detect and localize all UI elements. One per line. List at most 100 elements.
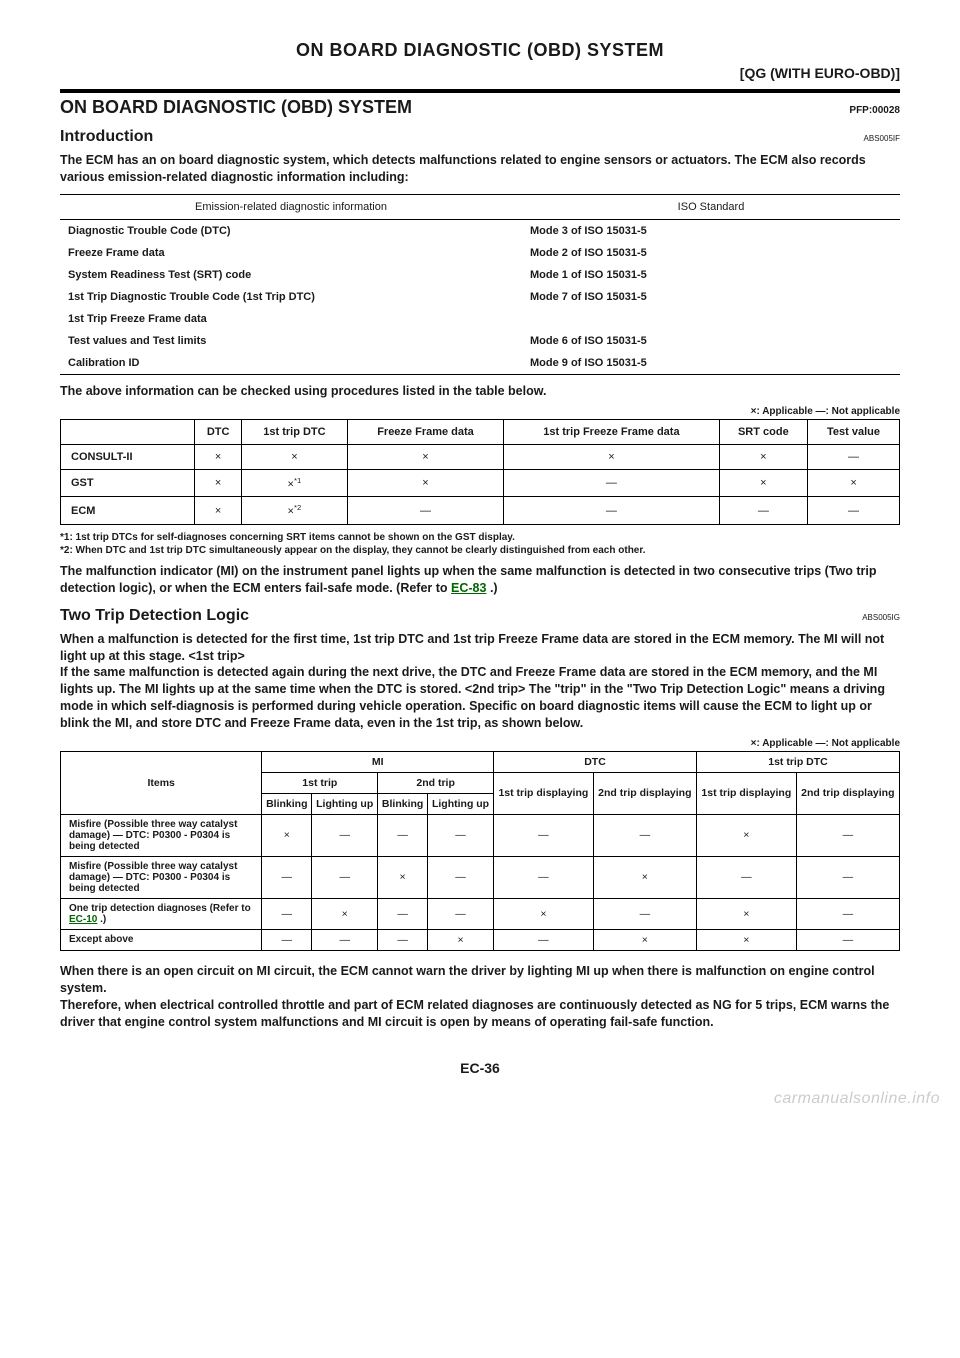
table3-cell: —: [428, 898, 494, 929]
table1-cell: System Readiness Test (SRT) code: [60, 264, 522, 286]
table3-cell: ×: [696, 898, 796, 929]
table3-cell: ×: [312, 898, 378, 929]
t3-1sttrip-header: 1st trip: [262, 772, 378, 793]
table2-cell: ×: [347, 444, 503, 469]
table1-cell: 1st Trip Diagnostic Trouble Code (1st Tr…: [60, 286, 522, 308]
table3-cell: —: [378, 929, 428, 950]
table1-cell: Mode 7 of ISO 15031-5: [522, 286, 900, 308]
section-title-row: ON BOARD DIAGNOSTIC (OBD) SYSTEM PFP:000…: [60, 97, 900, 118]
table3-cell: —: [428, 814, 494, 856]
table3-cell: ×: [494, 898, 594, 929]
table2-header: SRT code: [719, 419, 808, 444]
table2-cell: ×: [195, 497, 242, 525]
table1-cell: Mode 9 of ISO 15031-5: [522, 352, 900, 375]
detection-items-table: Items MI DTC 1st trip DTC 1st trip 2nd t…: [60, 751, 900, 951]
table2-header: Test value: [808, 419, 900, 444]
table3-cell: —: [378, 814, 428, 856]
after-table1-text: The above information can be checked usi…: [60, 383, 900, 400]
table2-cell: ×*1: [242, 469, 348, 497]
introduction-row: Introduction ABS005IF: [60, 128, 900, 146]
table1-cell: Freeze Frame data: [60, 242, 522, 264]
two-trip-code: ABS005IG: [862, 613, 900, 622]
two-trip-title: Two Trip Detection Logic: [60, 607, 249, 625]
introduction-code: ABS005IF: [864, 134, 900, 143]
table3-cell: ×: [593, 929, 696, 950]
table1-cell: Mode 2 of ISO 15031-5: [522, 242, 900, 264]
table3-cell: —: [494, 856, 594, 898]
link-ec-10[interactable]: EC-10: [69, 914, 97, 925]
table1-cell: Mode 6 of ISO 15031-5: [522, 330, 900, 352]
table3-cell: —: [593, 814, 696, 856]
t3-1sttrip-disp2-header: 1st trip displaying: [696, 772, 796, 814]
legend-2: ×: Applicable —: Not applicable: [60, 738, 900, 749]
table2-cell: ×: [195, 444, 242, 469]
t3-dtc-header: DTC: [494, 751, 697, 772]
table2-cell: ECM: [61, 497, 195, 525]
section-divider: [60, 89, 900, 93]
table3-cell: ×: [593, 856, 696, 898]
t3-2ndtrip-disp2-header: 2nd trip displaying: [796, 772, 899, 814]
two-trip-row: Two Trip Detection Logic ABS005IG: [60, 607, 900, 625]
footnote-2: *2: When DTC and 1st trip DTC simultaneo…: [60, 544, 900, 557]
emission-info-table: Emission-related diagnostic information …: [60, 194, 900, 375]
watermark: carmanualsonline.info: [774, 1090, 940, 1108]
page-sub-heading: [QG (WITH EURO-OBD)]: [60, 65, 900, 81]
t3-blinking2-header: Blinking: [378, 793, 428, 814]
two-trip-paragraph: When a malfunction is detected for the f…: [60, 631, 900, 732]
table1-cell: Diagnostic Trouble Code (DTC): [60, 219, 522, 242]
table1-header-1: ISO Standard: [522, 194, 900, 219]
table2-cell: ×: [719, 444, 808, 469]
table2-header: 1st trip DTC: [242, 419, 348, 444]
pfp-code: PFP:00028: [849, 105, 900, 116]
table1-cell: Mode 1 of ISO 15031-5: [522, 264, 900, 286]
table1-header-0: Emission-related diagnostic information: [60, 194, 522, 219]
closing-paragraph: When there is an open circuit on MI circ…: [60, 963, 900, 1031]
t3-1sttripdtc-header: 1st trip DTC: [696, 751, 899, 772]
table3-cell: ×: [262, 814, 312, 856]
table3-cell: —: [796, 929, 899, 950]
section-title: ON BOARD DIAGNOSTIC (OBD) SYSTEM: [60, 97, 412, 118]
table2-header: DTC: [195, 419, 242, 444]
table3-cell: —: [262, 856, 312, 898]
t3-lighting1-header: Lighting up: [312, 793, 378, 814]
table3-item: Misfire (Possible three way catalyst dam…: [61, 814, 262, 856]
table3-cell: —: [796, 814, 899, 856]
table2-cell: CONSULT-II: [61, 444, 195, 469]
table3-cell: —: [262, 929, 312, 950]
table3-item: One trip detection diagnoses (Refer to E…: [61, 898, 262, 929]
page-number: EC-36: [60, 1060, 900, 1076]
t3-1sttrip-disp-header: 1st trip displaying: [494, 772, 594, 814]
table2-cell: ×: [347, 469, 503, 497]
table1-cell: Mode 3 of ISO 15031-5: [522, 219, 900, 242]
table2-cell: ×: [504, 444, 719, 469]
table1-cell: [522, 308, 900, 330]
table2-cell: —: [347, 497, 503, 525]
table2-cell: —: [504, 497, 719, 525]
table3-cell: —: [312, 929, 378, 950]
table3-cell: —: [312, 856, 378, 898]
table3-cell: —: [428, 856, 494, 898]
t3-items-header: Items: [61, 751, 262, 814]
table2-cell: GST: [61, 469, 195, 497]
table3-cell: —: [796, 856, 899, 898]
table2-cell: ×: [719, 469, 808, 497]
table2-cell: —: [719, 497, 808, 525]
table3-cell: —: [262, 898, 312, 929]
link-ec83[interactable]: EC-83: [451, 581, 486, 595]
mi-paragraph: The malfunction indicator (MI) on the in…: [60, 563, 900, 597]
footnote-1: *1: 1st trip DTCs for self-diagnoses con…: [60, 531, 900, 544]
t3-2ndtrip-disp-header: 2nd trip displaying: [593, 772, 696, 814]
table1-cell: 1st Trip Freeze Frame data: [60, 308, 522, 330]
table3-cell: ×: [378, 856, 428, 898]
table3-cell: —: [378, 898, 428, 929]
table2-cell: ×: [808, 469, 900, 497]
table3-cell: —: [696, 856, 796, 898]
legend-1: ×: Applicable —: Not applicable: [60, 406, 900, 417]
table1-cell: Test values and Test limits: [60, 330, 522, 352]
table2-cell: ×: [195, 469, 242, 497]
page-main-heading: ON BOARD DIAGNOSTIC (OBD) SYSTEM: [60, 40, 900, 61]
table2-cell: ×*2: [242, 497, 348, 525]
table3-cell: —: [494, 814, 594, 856]
footnotes: *1: 1st trip DTCs for self-diagnoses con…: [60, 531, 900, 557]
table3-cell: —: [593, 898, 696, 929]
